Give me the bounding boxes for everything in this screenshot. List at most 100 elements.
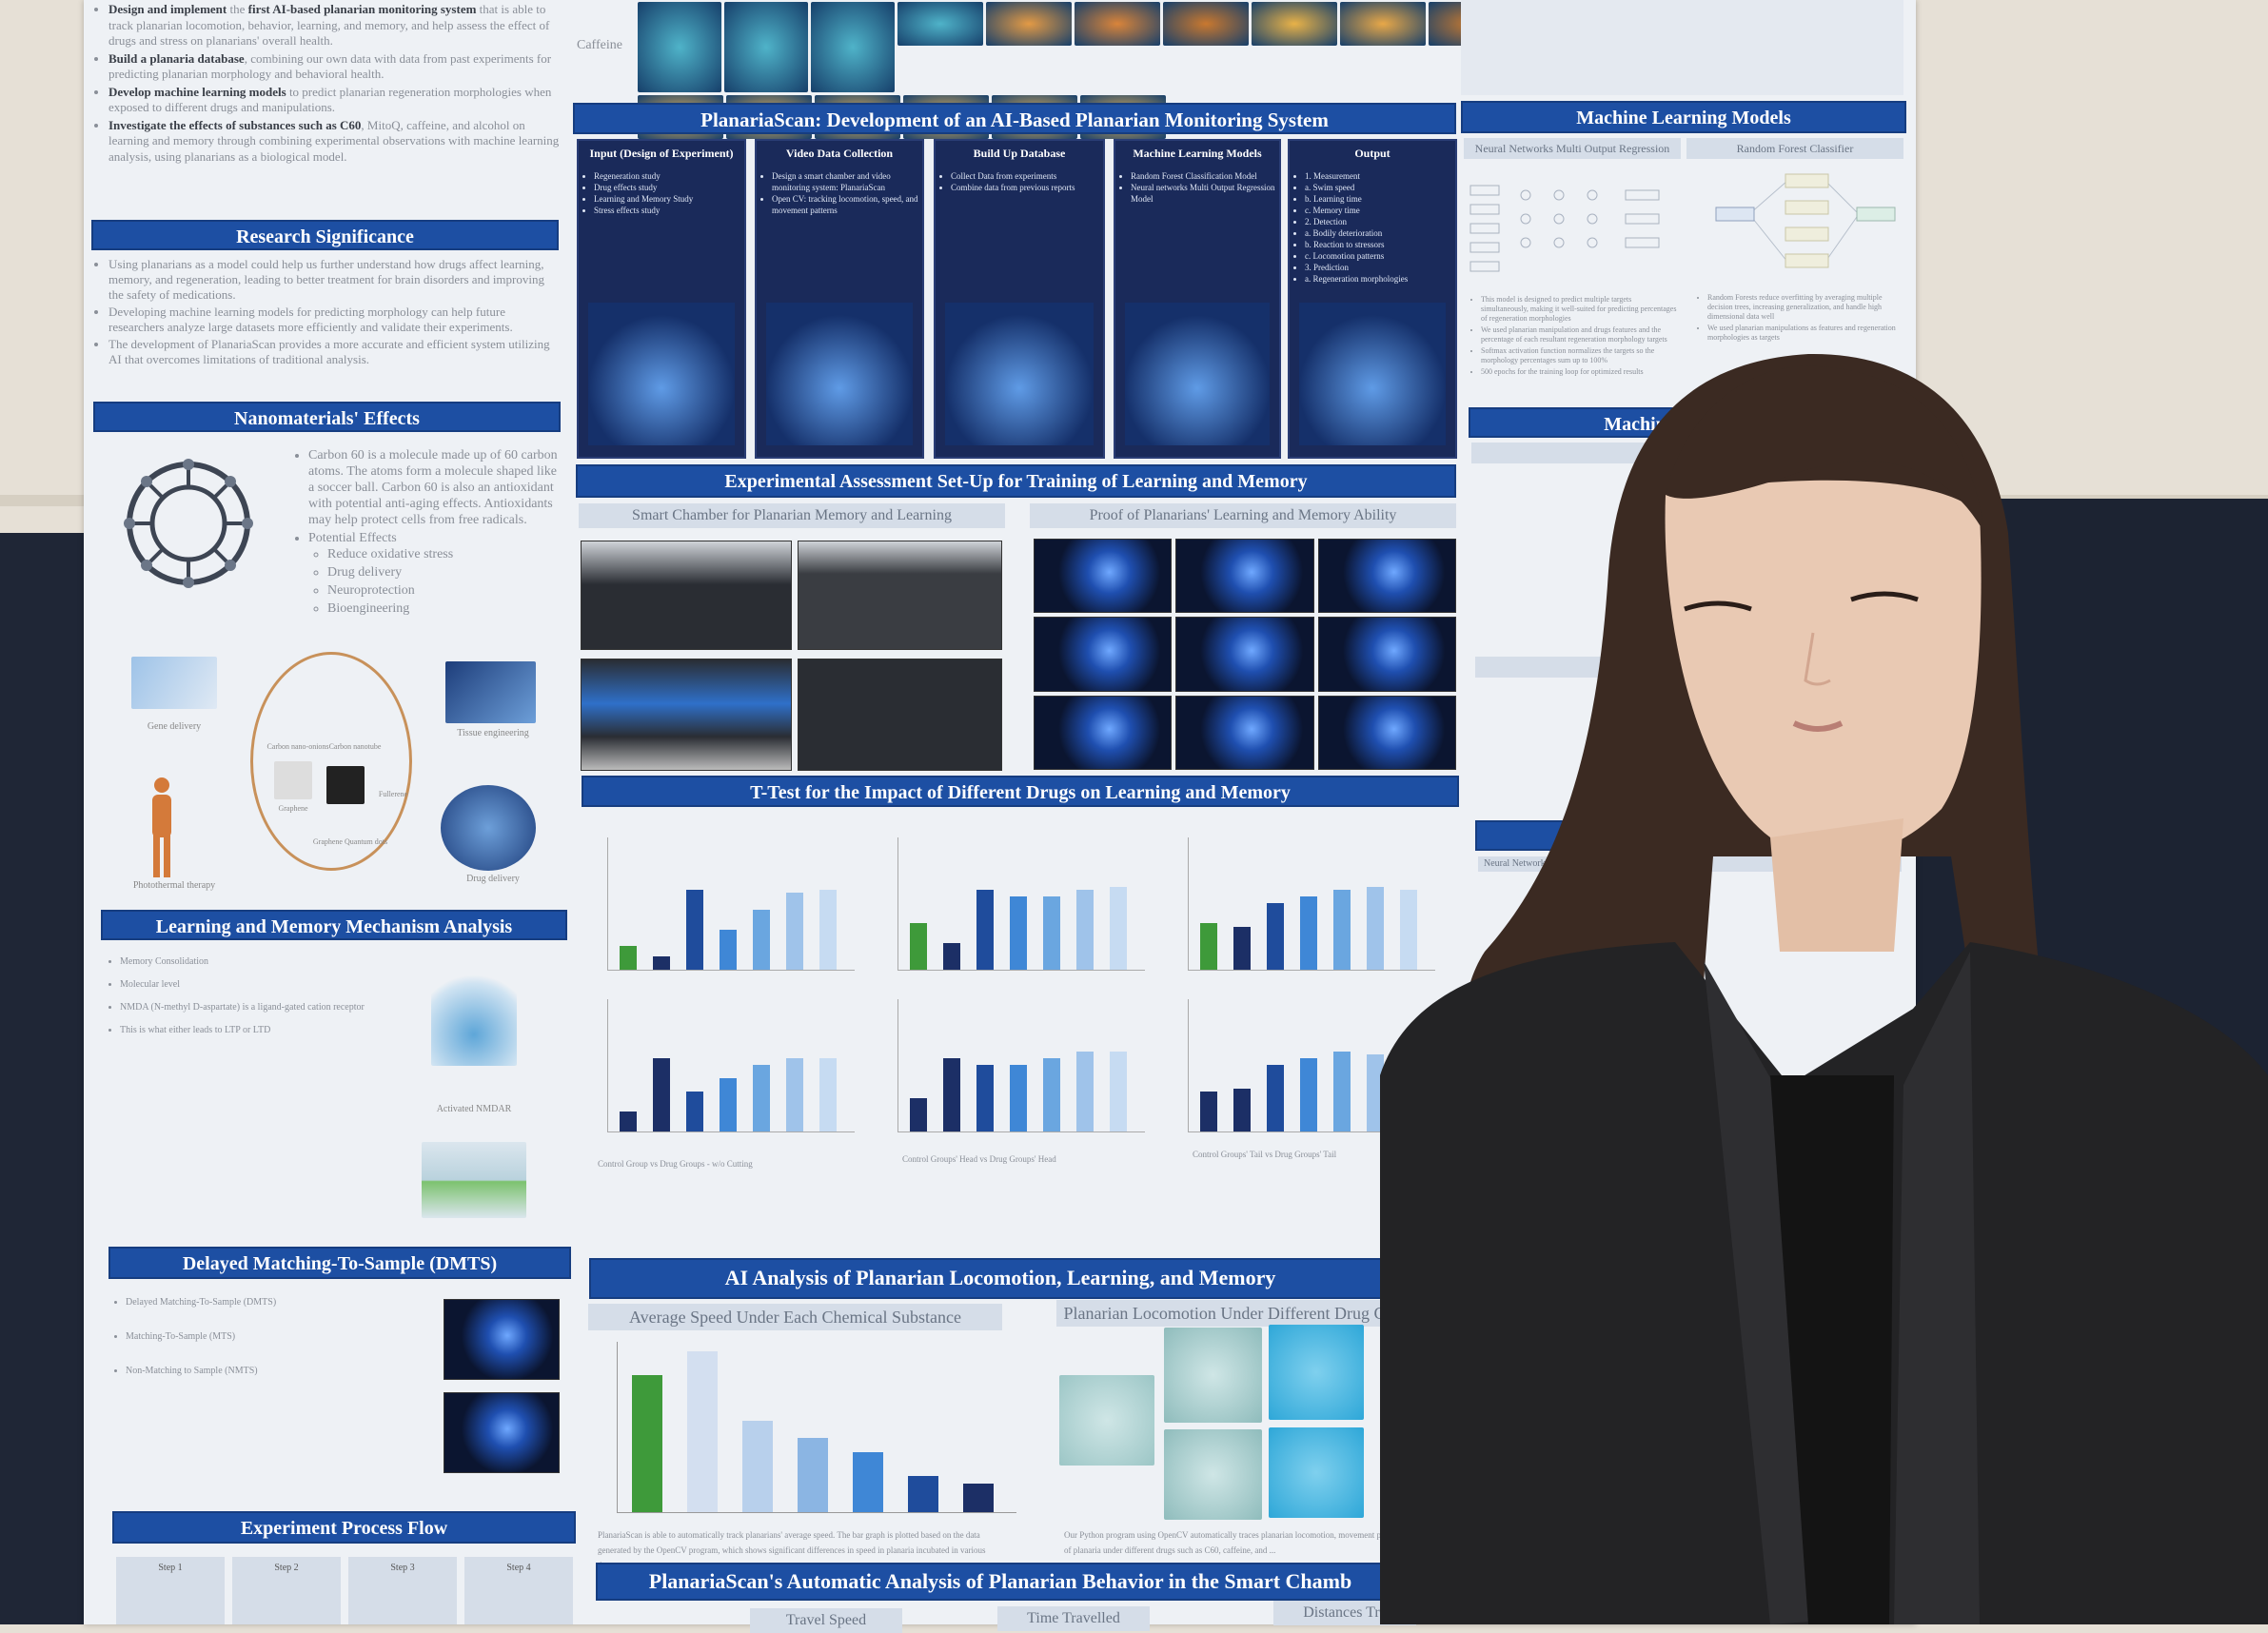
ttest-bar xyxy=(1200,923,1217,970)
objective-text: , combining our own data with data from … xyxy=(108,50,552,82)
panel-image xyxy=(945,303,1094,445)
speed-bar xyxy=(687,1350,718,1512)
dmts-photo-2 xyxy=(444,1392,560,1473)
system-heading: PlanariaScan: Development of an AI-Based… xyxy=(573,103,1456,134)
ttest-bar xyxy=(976,1065,994,1131)
learning-memory-list: Memory ConsolidationMolecular levelNMDA … xyxy=(105,952,419,1043)
ttest-bar xyxy=(819,1058,837,1131)
diagram-label: Carbon nanotube xyxy=(328,742,382,751)
proof-photo xyxy=(1034,617,1173,692)
rf-note: Random Forests reduce overfitting by ave… xyxy=(1707,293,1903,322)
ttest-bar xyxy=(1110,1052,1127,1131)
panel-item: Design a smart chamber and video monitor… xyxy=(772,170,922,193)
system-panel: Build Up Database Collect Data from exper… xyxy=(934,139,1105,459)
proof-photo xyxy=(1317,695,1456,770)
process-flow-steps: Step 1 Step 2 Step 3 Step 4 xyxy=(116,1557,573,1624)
random-forest-diagram xyxy=(1715,173,1896,268)
panel-item: Collect Data from experiments xyxy=(951,170,1103,182)
panel-item: 1. Measurement xyxy=(1305,170,1455,182)
process-step: Step 3 xyxy=(348,1557,457,1624)
panel-title: Output xyxy=(1354,147,1390,160)
c60-description: Carbon 60 is a molecule made up of 60 ca… xyxy=(308,447,564,528)
process-step: Step 4 xyxy=(464,1557,573,1624)
panel-item: Learning and Memory Study xyxy=(594,193,744,205)
nanomaterials-text: Carbon 60 is a molecule made up of 60 ca… xyxy=(293,447,564,619)
chamber-photo-4 xyxy=(798,659,1002,771)
nn-notes: This model is designed to predict multip… xyxy=(1466,295,1680,379)
ttest-bar xyxy=(943,1058,960,1131)
backdrop-panel-left xyxy=(0,533,95,1624)
results-table xyxy=(1461,0,1903,95)
rf-note: We used planarian manipulations as featu… xyxy=(1707,324,1903,343)
ttest-bar-chart xyxy=(607,999,855,1132)
speed-bar xyxy=(798,1437,828,1512)
caffeine-row-label: Caffeine xyxy=(577,38,622,52)
human-figure-icon xyxy=(152,777,171,877)
ttest-bar xyxy=(1010,1065,1027,1131)
ttest-heading: T-Test for the Impact of Different Drugs… xyxy=(582,776,1459,807)
locomotion-subheading: Planarian Locomotion Under Different Dru… xyxy=(1056,1300,1418,1327)
ttest-bar xyxy=(786,1058,803,1131)
ttest-bar xyxy=(720,1078,737,1131)
panel-image xyxy=(766,303,913,445)
synapse-diagram-image xyxy=(431,961,517,1066)
ttest-bar xyxy=(1367,1053,1384,1131)
dmts-item: Delayed Matching-To-Sample (DMTS) xyxy=(126,1287,415,1319)
ttest-bar xyxy=(1367,887,1384,970)
ttest-bar xyxy=(1110,887,1127,970)
bangs xyxy=(1666,365,1984,533)
nanomaterials-cycle-diagram xyxy=(250,652,412,871)
diagram-label: Fullerene xyxy=(378,790,408,798)
rf-notes: Random Forests reduce overfitting by ave… xyxy=(1692,293,1903,344)
average-speed-subheading: Average Speed Under Each Chemical Substa… xyxy=(588,1304,1002,1330)
panel-item: c. Locomotion patterns xyxy=(1305,250,1455,262)
ttest-bar xyxy=(1200,1092,1217,1131)
diagram-label: Graphene Quantum dots xyxy=(312,837,388,846)
ttest-bar-chart xyxy=(897,837,1145,971)
ttest-bar xyxy=(1333,890,1351,970)
ttest-bar xyxy=(819,890,837,970)
ttest-bar xyxy=(1400,890,1417,970)
panel-title: Build Up Database xyxy=(973,147,1066,160)
dmts-heading: Delayed Matching-To-Sample (DMTS) xyxy=(108,1247,571,1279)
planarian-thumbnail xyxy=(724,2,808,92)
panel-image xyxy=(1299,303,1446,445)
process-step: Step 1 xyxy=(116,1557,225,1624)
dmts-item: Non-Matching to Sample (NMTS) xyxy=(126,1355,415,1387)
diagram-label: Drug delivery xyxy=(466,874,520,884)
research-significance-heading: Research Significance xyxy=(91,220,559,250)
process-step: Step 2 xyxy=(232,1557,341,1624)
panel-item: b. Learning time xyxy=(1305,193,1455,205)
objective-text: first AI-based planarian monitoring syst… xyxy=(247,2,477,16)
ai-analysis-heading: AI Analysis of Planarian Locomotion, Lea… xyxy=(589,1258,1411,1299)
objective-item: Develop machine learning models to predi… xyxy=(108,85,560,116)
activated-nmdar-label: Activated NMDAR xyxy=(436,1104,512,1114)
tissue-engineering-image xyxy=(445,661,536,723)
diagram-label: Tissue engineering xyxy=(457,728,529,738)
significance-item: Using planarians as a model could help u… xyxy=(108,257,560,303)
ttest-bar-chart xyxy=(1188,999,1435,1132)
locomotion-dish-1 xyxy=(1059,1375,1154,1466)
locomotion-dish-2 xyxy=(1164,1328,1262,1423)
speed-bar xyxy=(632,1375,662,1512)
ttest-bar xyxy=(620,945,637,970)
ttest-bar-chart xyxy=(607,837,855,971)
system-panel: Machine Learning Models Random Forest Cla… xyxy=(1114,139,1281,459)
dmts-list: Delayed Matching-To-Sample (DMTS)Matchin… xyxy=(110,1287,415,1389)
ttest-bar xyxy=(653,956,670,970)
assessment-heading: Experimental Assessment Set-Up for Train… xyxy=(576,464,1456,498)
locomotion-caption: Our Python program using OpenCV automati… xyxy=(1064,1530,1405,1555)
drug-delivery-image xyxy=(441,785,536,871)
objective-text: Build a planaria database xyxy=(108,50,245,66)
effect-item: Reduce oxidative stress xyxy=(327,546,564,562)
locomotion-dish-3 xyxy=(1269,1325,1364,1420)
diagram-label: Photothermal therapy xyxy=(132,880,216,891)
significance-item: The development of PlanariaScan provides… xyxy=(108,337,560,367)
objective-text: Develop machine learning models xyxy=(108,84,286,99)
objective-text: that is able to track planarian locomoti… xyxy=(108,2,550,48)
nose xyxy=(1804,632,1831,686)
ttest-note-3: Control Groups' Tail vs Drug Groups' Tai… xyxy=(1193,1150,1337,1159)
panel-item: Regeneration study xyxy=(594,170,744,182)
planarian-thumbnail xyxy=(1252,2,1337,46)
